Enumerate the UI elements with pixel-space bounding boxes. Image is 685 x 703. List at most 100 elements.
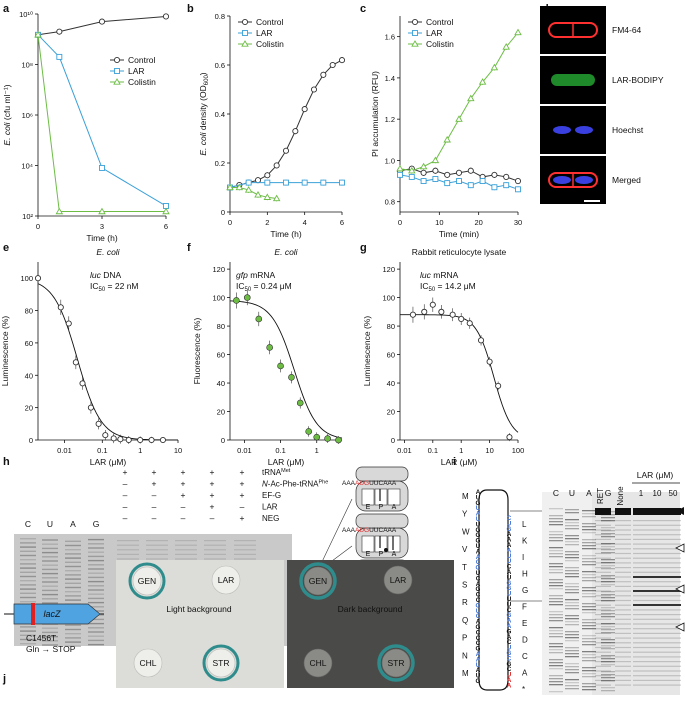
background-band [117,544,139,546]
toeprint-band [649,661,665,663]
disk-label: STR [213,658,230,668]
data-point [137,436,144,444]
data-point [503,182,510,189]
toeprint-band [649,567,665,569]
sequencing-band [582,641,596,643]
toeprint-band [595,595,611,597]
data-point [432,167,439,174]
data-point [421,308,428,315]
sequencing-band [582,545,596,547]
nucleotide: A [507,677,512,684]
ladder-band [42,564,58,566]
data-point [255,315,263,323]
sequencing-band [565,621,579,623]
background-band [146,553,168,555]
ladder-band [88,559,104,562]
sequencing-band [565,567,579,569]
nucleotide: C [507,607,512,614]
sequencing-band [549,595,563,597]
nucleotide: G [476,586,481,593]
toeprint-band [665,585,681,587]
x-tick-label: 2 [265,218,269,227]
lar-ligand [384,548,388,552]
panel-letter-a: a [3,3,10,15]
lane-label: None [616,486,625,506]
amino-acid: * [522,685,525,694]
lar-header: LAR (μM) [637,470,674,480]
sequencing-band [601,648,615,650]
background-band [146,558,168,560]
amino-acid: D [522,636,528,645]
toeprint-band [615,576,631,578]
toeprint-band [649,665,665,667]
legend-marker [241,18,249,26]
data-point [503,173,510,180]
toeprint-band [665,543,681,545]
toeprint-band [615,543,631,545]
x-axis-label: LAR (μM) [441,457,478,467]
sequencing-band [549,678,563,680]
panel-c: 0.8 1.0 1.2 1.4 1.6 0 10 20 30 Time (min) ControlL… [370,16,522,239]
sequencing-band [601,530,615,532]
ladder-band [88,593,104,595]
sequencing-band [582,580,596,582]
y-tick-label: 80 [387,322,395,331]
ladder-band [20,567,36,569]
disk-label: LAR [218,575,235,585]
y-axis-label: E. coli (cfu ml⁻¹) [2,84,12,145]
sequencing-band [565,653,579,655]
sign: + [240,513,245,523]
background-band [175,553,197,555]
arrest-band [633,604,649,606]
toeprint-band [595,661,611,663]
sequencing-band [549,566,563,568]
ladder-band [88,585,104,587]
nucleotide: U [476,543,481,550]
sign: – [152,513,157,523]
toeprint-band [633,656,649,658]
channel-label: LAR-BODIPY [612,75,664,85]
sequencing-band [549,681,563,683]
ladder-band [65,645,81,647]
ladder-band [65,540,81,542]
sequencing-band [601,549,615,551]
lane-label: 50 [669,489,678,498]
toeprint-band [665,684,681,686]
amino-acid: W [462,527,470,536]
x-tick-label: 10 [174,446,182,455]
ladder-band [88,564,104,566]
data-point [431,156,440,164]
data-point [329,61,336,69]
toeprint-band [595,609,611,611]
sequencing-band [601,597,615,599]
y-tick-label: 0 [29,436,33,445]
legend-marker [242,30,248,36]
amino-acid: I [522,553,524,562]
nucleotide: U [476,494,481,501]
sequencing-band [582,577,596,579]
condition-label: LAR [262,503,278,512]
ladder-band [65,553,81,555]
background-band [175,558,197,560]
full-length-band [615,508,631,515]
ladder-band [20,563,36,565]
x-axis-label: Time (h) [86,233,117,243]
sign: – [152,502,157,512]
arrest-band [633,576,649,578]
sequencing-band [582,612,596,614]
full-length-band [665,508,681,515]
sign: + [210,479,215,489]
antibiotic-disk [303,648,333,678]
data-point [409,311,416,318]
ladder-band [65,591,81,593]
data-point [98,18,106,25]
ladder-band [65,582,81,584]
ladder-band [20,542,36,544]
nucleotide: U [507,558,512,565]
data-point [420,178,427,185]
sequencing-band [582,529,596,531]
background-band [204,558,226,560]
sequencing-band [565,599,579,601]
ic50-label: IC50 = 0.24 μM [236,281,292,293]
sequencing-band [549,563,563,565]
